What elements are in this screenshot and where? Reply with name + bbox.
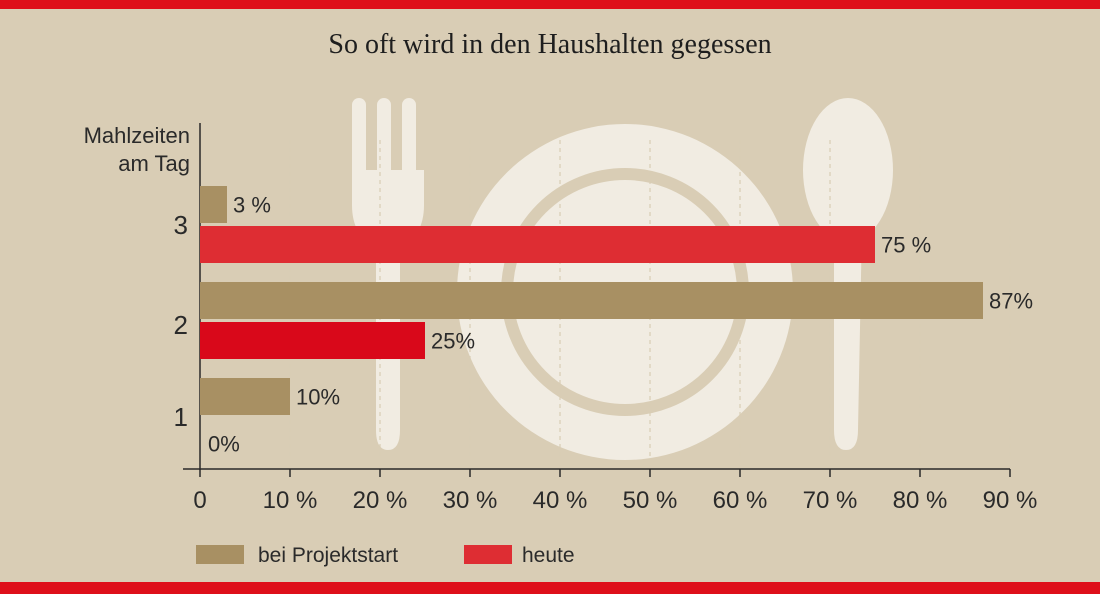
value-label-1-heute: 0% (208, 432, 240, 457)
legend-swatch-heute (464, 545, 512, 564)
x-tick-label-10: 10 % (263, 487, 318, 514)
y-axis-label-line1: Mahlzeiten (84, 123, 190, 148)
top-stripe (0, 0, 1100, 9)
y-axis-label-line2: am Tag (118, 151, 190, 176)
value-label-3-projektstart: 3 % (233, 193, 271, 218)
chart-title: So oft wird in den Haushalten gegessen (328, 29, 771, 60)
bar-1-projektstart (200, 378, 290, 415)
category-label-1: 1 (174, 402, 188, 432)
fork-icon (352, 98, 424, 450)
x-tick-label-70: 70 % (803, 487, 858, 514)
bar-2-projektstart (200, 282, 983, 319)
x-ticks-group: 0 10 % 20 % 30 % 40 % 50 % 60 % 70 % 80 % 90 % (193, 469, 1037, 514)
bar-2-heute (200, 322, 425, 359)
x-tick-label-20: 20 % (353, 487, 408, 514)
bars-group: 3 % 75 % 87% 25% 10% 0% (200, 186, 1033, 457)
x-tick-label-0: 0 (193, 487, 206, 514)
category-label-3: 3 (174, 210, 188, 240)
x-tick-label-60: 60 % (713, 487, 768, 514)
x-tick-label-40: 40 % (533, 487, 588, 514)
spoon-icon (803, 98, 893, 450)
value-label-2-heute: 25% (431, 329, 475, 354)
bottom-stripe (0, 582, 1100, 594)
value-label-1-projektstart: 10% (296, 385, 340, 410)
x-tick-label-30: 30 % (443, 487, 498, 514)
value-label-2-projektstart: 87% (989, 289, 1033, 314)
x-tick-label-50: 50 % (623, 487, 678, 514)
legend-label-heute: heute (522, 544, 575, 567)
bar-3-heute (200, 226, 875, 263)
legend-label-projektstart: bei Projektstart (258, 544, 398, 567)
value-label-3-heute: 75 % (881, 233, 931, 258)
bar-3-projektstart (200, 186, 227, 223)
x-tick-label-80: 80 % (893, 487, 948, 514)
category-label-2: 2 (174, 310, 188, 340)
legend-swatch-projektstart (196, 545, 244, 564)
x-tick-label-90: 90 % (983, 487, 1038, 514)
